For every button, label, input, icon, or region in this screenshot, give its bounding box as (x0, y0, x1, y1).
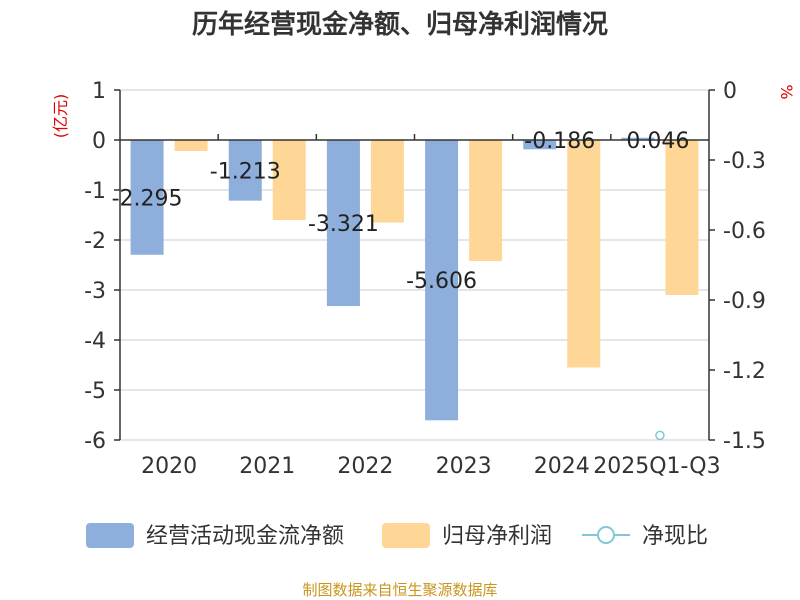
y-right-tick-label: -0.3 (723, 149, 766, 174)
cashflow-data-label: -5.606 (406, 269, 477, 294)
ratio-points (655, 430, 665, 441)
legend-label-net-profit: 归母净利润 (442, 524, 552, 549)
cashflow-bar (130, 140, 164, 255)
y-right-label: % (777, 84, 796, 99)
x-tick-label: 2023 (436, 454, 492, 479)
net-profit-bar (567, 140, 601, 368)
cashflow-bar (621, 137, 655, 140)
cashflow-data-label: 0.046 (626, 129, 689, 154)
cashflow-data-label: -1.213 (210, 159, 281, 184)
x-tick-label: 2022 (337, 454, 393, 479)
legend-marker-ratio (597, 526, 615, 544)
cashflow-data-label: -2.295 (112, 186, 183, 211)
grid (120, 89, 709, 441)
axes: 1 0 -1 -2 -3 -4 -5 -6 0 -0.3 -0.6 -0.9 -1.2 -1.5 2020 2… (84, 79, 766, 479)
y-left-tick-label: -4 (84, 329, 106, 354)
y-left-tick-label: -1 (84, 179, 106, 204)
legend-label-cashflow: 经营活动现金流净额 (146, 524, 344, 549)
y-right-tick-label: -1.2 (723, 359, 766, 384)
y-left-tick-label: -3 (84, 279, 106, 304)
y-right-tick-label: -0.6 (723, 219, 766, 244)
cashflow-bar (228, 140, 262, 201)
cashflow-bar (326, 140, 360, 307)
y-left-label: (亿元) (51, 94, 70, 139)
net-profit-bar (370, 140, 404, 223)
net-profit-bar (272, 140, 306, 220)
cashflow-data-label: -3.321 (308, 212, 379, 237)
ratio-point (655, 430, 665, 441)
y-right-tick-label: -0.9 (723, 289, 766, 314)
source-note: 制图数据来自恒生聚源数据库 (302, 581, 497, 599)
y-left-tick-label: -6 (84, 429, 106, 454)
x-tick-label: 2025Q1-Q3 (593, 454, 720, 479)
x-tick-label: 2020 (141, 454, 197, 479)
cashflow-bar (425, 140, 459, 421)
legend-label-ratio: 净现比 (642, 524, 708, 549)
cashflow-bar (523, 140, 557, 150)
net-profit-bar (174, 140, 208, 151)
y-right-tick-label: -1.5 (723, 429, 766, 454)
cashflow-data-label: -0.186 (524, 129, 595, 154)
net-profit-bar (665, 140, 699, 295)
y-right-tick-label: 0 (723, 79, 737, 104)
y-left-tick-label: -2 (84, 229, 106, 254)
x-tick-label: 2024 (534, 454, 590, 479)
x-tick-label: 2021 (239, 454, 295, 479)
data-labels: -2.295 -1.213 -3.321 -5.606 -0.186 0.046 (112, 129, 690, 294)
bars (130, 137, 699, 421)
legend-swatch-cashflow (86, 523, 134, 548)
chart-title: 历年经营现金净额、归母净利润情况 (192, 9, 608, 40)
legend: 经营活动现金流净额 归母净利润 净现比 (86, 523, 708, 549)
y-left-tick-label: 1 (92, 79, 106, 104)
y-left-tick-label: -5 (84, 379, 106, 404)
legend-swatch-net-profit (382, 523, 430, 548)
y-left-tick-label: 0 (92, 129, 106, 154)
net-profit-bar (469, 140, 503, 261)
